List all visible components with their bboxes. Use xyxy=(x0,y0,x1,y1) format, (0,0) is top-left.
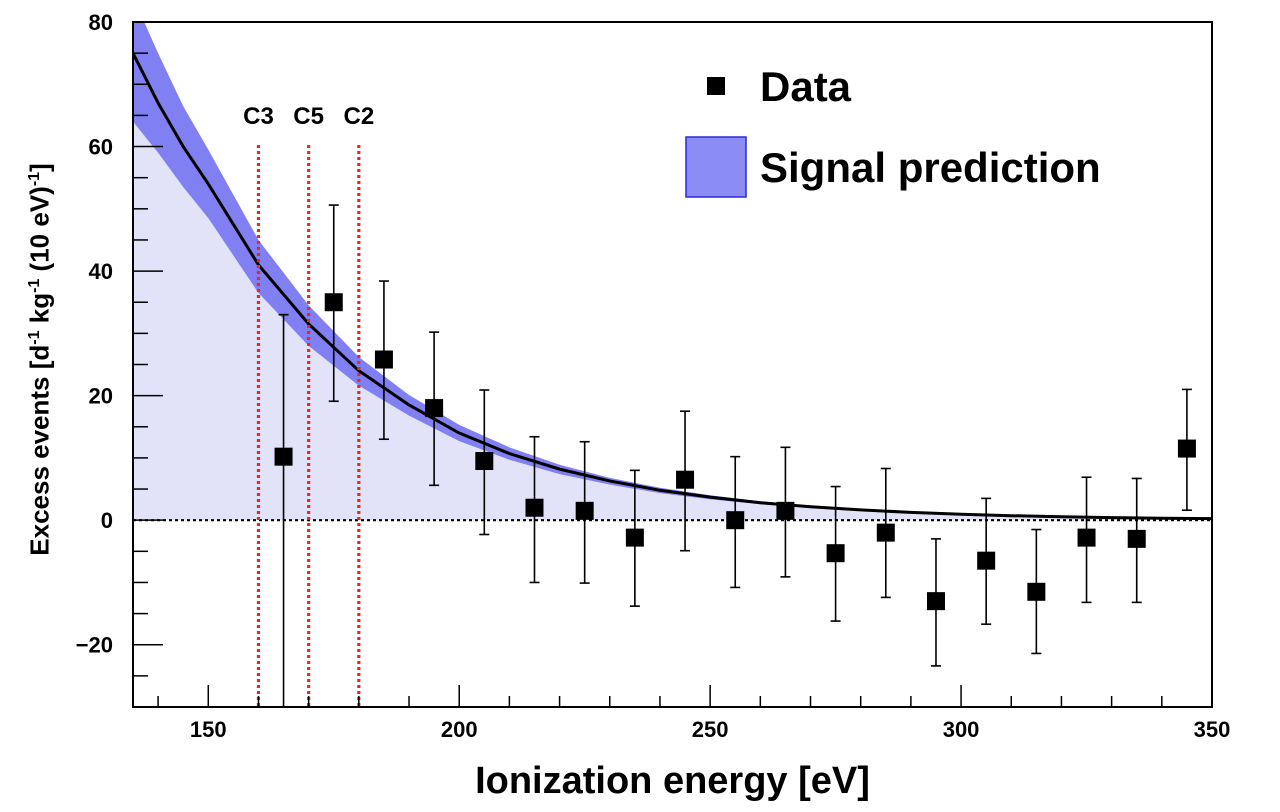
x-tick-label: 350 xyxy=(1194,717,1231,742)
data-point xyxy=(274,313,293,707)
data-point xyxy=(826,485,845,622)
data-point xyxy=(1127,477,1146,604)
y-tick-label: −20 xyxy=(76,633,113,658)
data-marker xyxy=(676,470,695,489)
y-axis-label-part: kg xyxy=(24,292,55,331)
data-marker xyxy=(374,350,393,369)
y-tick-label: 80 xyxy=(89,10,113,35)
data-marker xyxy=(1077,528,1096,547)
legend-marker-data xyxy=(707,77,725,95)
y-axis-label-sup: -1 xyxy=(26,330,44,345)
data-marker xyxy=(575,501,594,520)
data-marker xyxy=(1127,529,1146,548)
y-axis-label: Excess events [d-1 kg-1 (10 eV)-1] xyxy=(25,163,56,555)
y-tick-label: 20 xyxy=(89,384,113,409)
signal-fill-below xyxy=(133,121,1212,521)
data-point xyxy=(1027,528,1046,655)
y-axis-label-sup: -1 xyxy=(26,171,44,187)
data-marker xyxy=(525,498,544,517)
data-point xyxy=(926,538,945,667)
y-axis: −20 0 20 40 60 80 xyxy=(76,10,163,708)
data-point xyxy=(374,280,393,441)
x-tick-label: 150 xyxy=(190,717,227,742)
data-point xyxy=(776,446,795,578)
legend: Data Signal prediction xyxy=(685,63,1101,198)
cut-label-c3: C3 xyxy=(243,103,274,130)
x-tick-label: 200 xyxy=(441,717,478,742)
cut-label-c2: C2 xyxy=(343,103,374,130)
legend-label: Signal prediction xyxy=(760,144,1101,191)
data-point xyxy=(977,497,996,625)
data-marker xyxy=(977,551,996,570)
data-marker xyxy=(926,592,945,611)
data-point xyxy=(475,389,494,536)
x-tick-label: 300 xyxy=(943,717,980,742)
data-point xyxy=(1077,476,1096,604)
x-axis-label: Ionization energy [eV] xyxy=(475,760,870,802)
data-point xyxy=(676,410,695,552)
y-tick-label: 60 xyxy=(89,135,113,160)
cut-label-c5: C5 xyxy=(293,103,324,130)
y-tick-label: 40 xyxy=(89,259,113,284)
data-point xyxy=(324,204,343,403)
data-point xyxy=(876,467,895,599)
data-marker xyxy=(726,511,745,530)
legend-marker-signal xyxy=(685,136,747,198)
data-point xyxy=(625,469,644,607)
y-axis-label-part: (10 eV) xyxy=(24,186,55,279)
data-marker xyxy=(776,501,795,520)
data-marker xyxy=(324,293,343,312)
plot-area xyxy=(133,22,1212,707)
x-tick-label: 250 xyxy=(692,717,729,742)
data-marker xyxy=(425,399,444,418)
data-marker xyxy=(1177,439,1196,458)
data-marker xyxy=(826,544,845,563)
y-axis-label-part: Excess events [d xyxy=(24,344,55,556)
y-axis-label-part: ] xyxy=(24,163,55,172)
x-axis: 150 200 250 300 350 xyxy=(157,685,1231,742)
legend-label: Data xyxy=(760,63,852,110)
data-point xyxy=(1177,388,1196,512)
data-marker xyxy=(625,528,644,547)
data-point xyxy=(726,455,745,589)
data-marker xyxy=(274,447,293,466)
signal-band xyxy=(133,22,1212,519)
data-point xyxy=(425,331,444,487)
y-axis-label-sup: -1 xyxy=(26,278,44,293)
data-marker xyxy=(876,523,895,542)
data-point xyxy=(525,435,544,584)
data-point xyxy=(575,440,594,584)
data-marker xyxy=(475,452,494,471)
y-tick-label: 0 xyxy=(101,508,113,533)
data-marker xyxy=(1027,582,1046,601)
